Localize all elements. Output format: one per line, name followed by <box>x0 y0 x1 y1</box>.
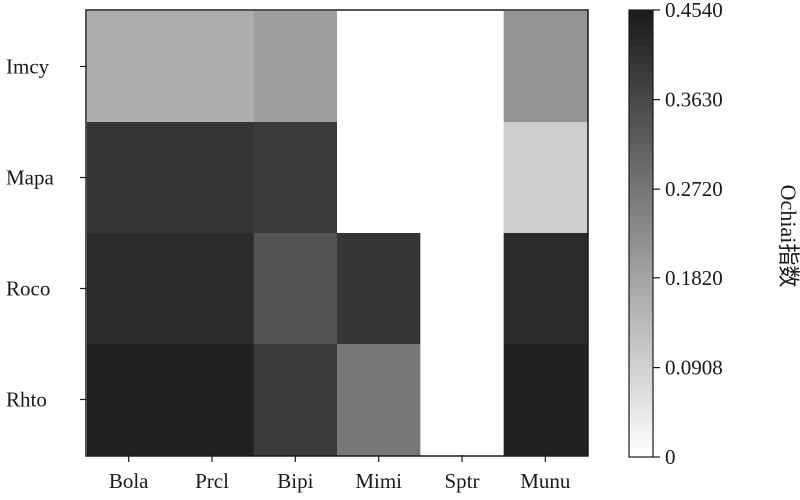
colorbar-segment <box>629 206 653 217</box>
x-tick-label: Prcl <box>195 469 229 493</box>
heatmap-cell <box>87 11 171 123</box>
x-axis: Bola Prcl Bipi Mimi Sptr Munu <box>109 455 571 493</box>
colorbar-label: Ochiai指数 <box>776 185 800 288</box>
colorbar <box>628 9 654 458</box>
colorbar-segment <box>629 99 653 109</box>
colorbar-segment <box>629 305 653 315</box>
y-tick-label: Mapa <box>6 166 54 190</box>
colorbar-segment <box>629 448 653 458</box>
colorbar-segment <box>629 144 653 154</box>
colorbar-segment <box>629 385 653 395</box>
colorbar-segment <box>629 278 653 288</box>
heatmap-cell <box>337 344 421 456</box>
colorbar-segment <box>629 296 653 306</box>
colorbar-segment <box>629 215 653 225</box>
colorbar-segment <box>629 287 653 297</box>
heatmap-cell <box>253 122 338 234</box>
colorbar-segment <box>629 269 653 279</box>
x-tick-label: Mimi <box>355 469 402 493</box>
colorbar-segment <box>629 403 653 413</box>
colorbar-segment <box>629 54 653 65</box>
colorbar-segment <box>629 36 653 47</box>
colorbar-segment <box>629 72 653 82</box>
plot-frame <box>85 9 589 457</box>
heatmap-cell <box>337 11 421 123</box>
colorbar-tick-label: 0.2720 <box>665 177 723 201</box>
colorbar-segment <box>629 367 653 377</box>
colorbar-tick-label: 0.4540 <box>665 0 723 22</box>
y-axis: Imcy Mapa Roco Rhto <box>6 55 87 412</box>
colorbar-tick-label: 0.3630 <box>665 88 723 112</box>
y-tick-label: Roco <box>6 277 50 301</box>
colorbar-segment <box>629 251 653 261</box>
colorbar-segment <box>629 376 653 386</box>
colorbar-segment <box>629 412 653 422</box>
heatmap-cell <box>253 233 338 345</box>
colorbar-segment <box>629 421 653 431</box>
colorbar-segment <box>629 197 653 208</box>
colorbar-segment <box>629 430 653 440</box>
x-tick-label: Sptr <box>444 469 479 493</box>
colorbar-segment <box>629 439 653 449</box>
colorbar-segment <box>629 233 653 243</box>
heatmap-cell <box>337 233 421 345</box>
colorbar-segment <box>629 188 653 199</box>
colorbar-segment <box>629 10 653 20</box>
heatmap-cell <box>420 233 505 345</box>
colorbar-segment <box>629 242 653 252</box>
heatmap-cell <box>170 344 255 456</box>
colorbar-frame <box>628 9 654 458</box>
heatmap-cell <box>503 344 588 456</box>
colorbar-segment <box>629 18 653 29</box>
heatmap-cell <box>170 11 255 123</box>
colorbar-segment <box>629 331 653 342</box>
colorbar-tick-label: 0 <box>665 445 676 469</box>
colorbar-segment <box>629 260 653 270</box>
colorbar-segment <box>629 349 653 360</box>
heatmap-cells <box>87 11 588 456</box>
colorbar-segment <box>629 153 653 163</box>
colorbar-segment <box>629 45 653 56</box>
heatmap-cell <box>253 11 338 123</box>
colorbar-segment <box>629 108 653 118</box>
heatmap-cell <box>87 122 171 234</box>
colorbar-segment <box>629 126 653 136</box>
y-tick-label: Rhto <box>6 388 47 412</box>
heatmap-cell <box>87 344 171 456</box>
colorbar-segment <box>629 313 653 324</box>
heatmap-cell <box>253 344 338 456</box>
y-tick-label: Imcy <box>6 55 50 79</box>
colorbar-tick-label: 0.0908 <box>665 356 723 380</box>
heatmap-cell <box>420 122 505 234</box>
heatmap-cell <box>170 233 255 345</box>
colorbar-axis: 0 0.0908 0.1820 0.2720 0.3630 0.4540 <box>653 0 723 469</box>
colorbar-segment <box>629 135 653 145</box>
colorbar-segment <box>629 179 653 190</box>
colorbar-segment <box>629 63 653 73</box>
colorbar-segment <box>629 81 653 91</box>
heatmap-cell <box>87 233 171 345</box>
colorbar-segment <box>629 394 653 404</box>
colorbar-segment <box>629 358 653 368</box>
colorbar-segment <box>629 27 653 38</box>
colorbar-segment <box>629 161 653 172</box>
heatmap-cell <box>503 233 588 345</box>
heatmap-cell <box>503 122 588 234</box>
colorbar-segment <box>629 224 653 234</box>
colorbar-segment <box>629 170 653 181</box>
heatmap-cell <box>420 344 505 456</box>
colorbar-segment <box>629 340 653 351</box>
colorbar-segment <box>629 322 653 333</box>
heatmap-cell <box>503 11 588 123</box>
colorbar-segment <box>629 117 653 127</box>
x-tick-label: Munu <box>520 469 571 493</box>
heatmap-cell <box>420 11 505 123</box>
colorbar-tick-label: 0.1820 <box>665 266 723 290</box>
colorbar-segment <box>629 90 653 100</box>
heatmap-cell <box>170 122 255 234</box>
x-tick-label: Bipi <box>277 469 313 493</box>
heatmap-cell <box>337 122 421 234</box>
x-tick-label: Bola <box>109 469 149 493</box>
